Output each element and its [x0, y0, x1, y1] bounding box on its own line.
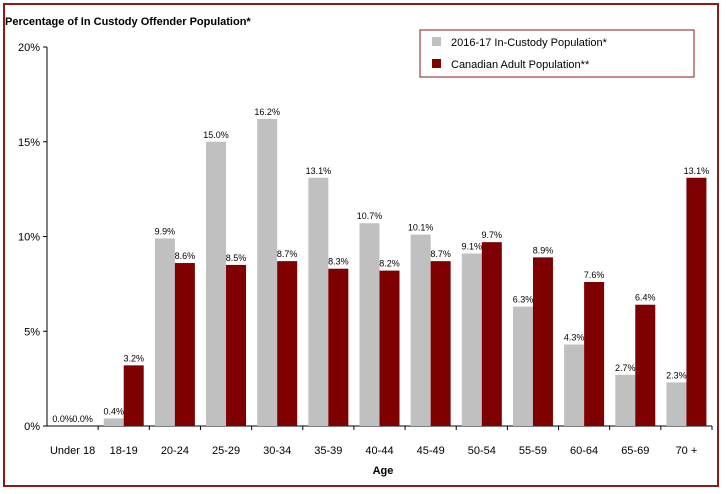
- data-label-in-custody: 9.1%: [462, 242, 483, 252]
- legend-swatch-canadian-adult: [432, 59, 441, 68]
- data-label-canadian-adult: 8.9%: [533, 245, 554, 255]
- y-tick-label: 15%: [18, 137, 40, 149]
- data-label-in-custody: 6.3%: [513, 295, 534, 305]
- data-label-canadian-adult: 7.6%: [584, 270, 605, 280]
- data-label-in-custody: 15.0%: [203, 130, 229, 140]
- bar-in-custody: [359, 223, 380, 426]
- x-tick-label: 18-19: [110, 445, 138, 457]
- data-label-canadian-adult: 0.0%: [72, 414, 93, 424]
- bar-in-custody: [410, 234, 431, 426]
- chart-title: Percentage of In Custody Offender Popula…: [5, 16, 251, 28]
- y-tick-label: 10%: [18, 232, 40, 244]
- x-axis-title: Age: [373, 465, 394, 477]
- bar-canadian-adult: [379, 270, 400, 426]
- data-label-in-custody: 10.7%: [357, 211, 383, 221]
- data-label-canadian-adult: 8.7%: [277, 249, 298, 259]
- bar-canadian-adult: [226, 264, 247, 426]
- bar-in-custody: [206, 141, 227, 426]
- x-tick-label: 45-49: [417, 445, 445, 457]
- x-tick-label: 65-69: [621, 445, 649, 457]
- data-labels: 0.0% 0.0% 0.4% 3.2% 9.9% 8.6% 15.0% 8.5% 16.2% 8.…: [52, 107, 709, 424]
- data-label-in-custody: 0.0%: [52, 414, 73, 424]
- bar-in-custody: [154, 238, 175, 426]
- x-tick-label: 70 +: [676, 445, 698, 457]
- x-tick-label: 25-29: [212, 445, 240, 457]
- legend-label-canadian-adult: Canadian Adult Population**: [451, 59, 590, 71]
- legend-label-in-custody: 2016-17 In-Custody Population*: [451, 37, 608, 49]
- bar-canadian-adult: [584, 281, 605, 426]
- bar-canadian-adult: [481, 242, 502, 426]
- data-label-in-custody: 10.1%: [408, 223, 434, 233]
- data-label-canadian-adult: 3.2%: [123, 353, 144, 363]
- y-tick-label: 0%: [24, 421, 40, 433]
- x-tick-label: 60-64: [570, 445, 598, 457]
- data-label-in-custody: 13.1%: [306, 166, 332, 176]
- bar-in-custody: [615, 374, 636, 426]
- bar-canadian-adult: [328, 268, 349, 426]
- bar-canadian-adult: [430, 261, 451, 426]
- bar-canadian-adult: [686, 177, 707, 426]
- bars: [103, 119, 707, 426]
- legend: 2016-17 In-Custody Population* Canadian …: [419, 29, 695, 78]
- bar-in-custody: [257, 119, 278, 426]
- data-label-in-custody: 0.4%: [103, 406, 124, 416]
- legend-box: [419, 29, 695, 78]
- bar-in-custody: [103, 418, 124, 426]
- bar-in-custody: [461, 253, 482, 426]
- bar-in-custody: [308, 177, 329, 426]
- y-tick-label: 5%: [24, 326, 40, 338]
- x-tick-label: 30-34: [263, 445, 291, 457]
- data-label-canadian-adult: 8.7%: [430, 249, 451, 259]
- x-tick-label: Under 18: [50, 445, 95, 457]
- data-label-in-custody: 9.9%: [155, 226, 176, 236]
- bar-in-custody: [564, 344, 585, 426]
- bar-canadian-adult: [277, 261, 298, 426]
- data-label-in-custody: 2.7%: [615, 363, 636, 373]
- bar-in-custody: [512, 306, 533, 426]
- x-tick-label: 20-24: [161, 445, 189, 457]
- bar-canadian-adult: [635, 304, 656, 426]
- x-tick-label: 40-44: [365, 445, 393, 457]
- data-label-canadian-adult: 13.1%: [684, 166, 710, 176]
- data-label-canadian-adult: 8.6%: [175, 251, 196, 261]
- bar-in-custody: [666, 382, 687, 426]
- data-label-canadian-adult: 8.3%: [328, 257, 349, 267]
- data-label-canadian-adult: 9.7%: [482, 230, 503, 240]
- chart-frame: [3, 3, 719, 487]
- x-tick-label: 55-59: [519, 445, 547, 457]
- x-tick-label: 50-54: [468, 445, 496, 457]
- data-label-in-custody: 16.2%: [254, 107, 280, 117]
- x-tick-label: 35-39: [314, 445, 342, 457]
- bar-canadian-adult: [532, 257, 553, 426]
- bar-canadian-adult: [123, 365, 144, 426]
- data-label-canadian-adult: 8.5%: [226, 253, 247, 263]
- data-label-canadian-adult: 6.4%: [635, 293, 656, 303]
- data-label-in-custody: 2.3%: [666, 370, 687, 380]
- bar-canadian-adult: [174, 263, 195, 426]
- data-label-in-custody: 4.3%: [564, 333, 585, 343]
- y-tick-label: 20%: [18, 42, 40, 54]
- data-label-canadian-adult: 8.2%: [379, 259, 400, 269]
- legend-swatch-in-custody: [432, 37, 441, 46]
- x-axis: Under 18 18-19 20-24 25-29 30-34 35-39 40-44 45…: [50, 426, 713, 457]
